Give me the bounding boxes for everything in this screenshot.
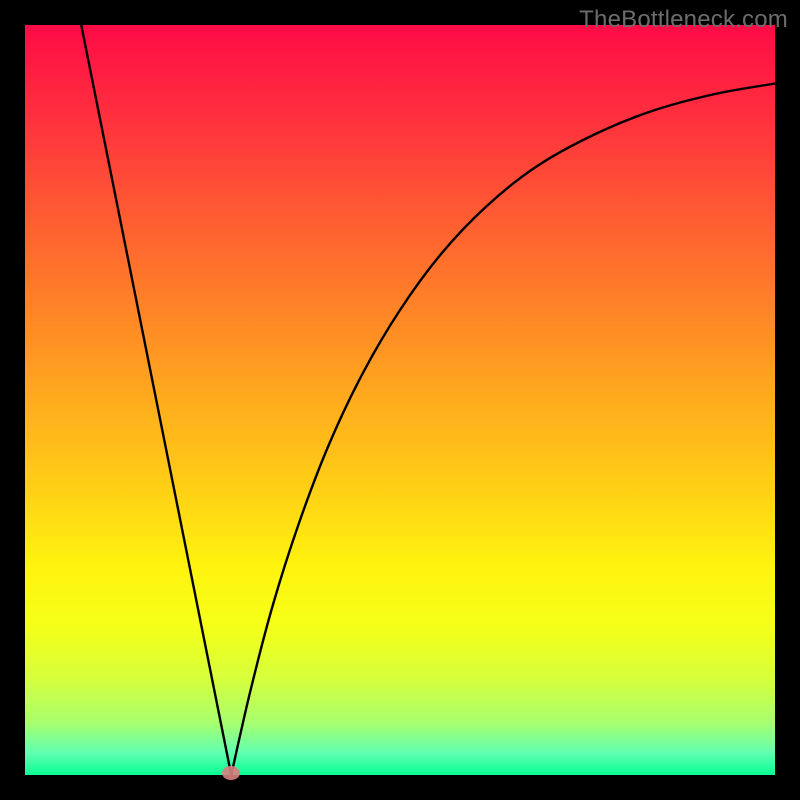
optimal-point-marker: [222, 766, 240, 780]
curve-left-branch: [81, 25, 231, 775]
chart-container: TheBottleneck.com: [0, 0, 800, 800]
curve-right-branch: [231, 84, 775, 776]
bottleneck-curve: [25, 25, 775, 775]
watermark-text: TheBottleneck.com: [579, 6, 788, 34]
